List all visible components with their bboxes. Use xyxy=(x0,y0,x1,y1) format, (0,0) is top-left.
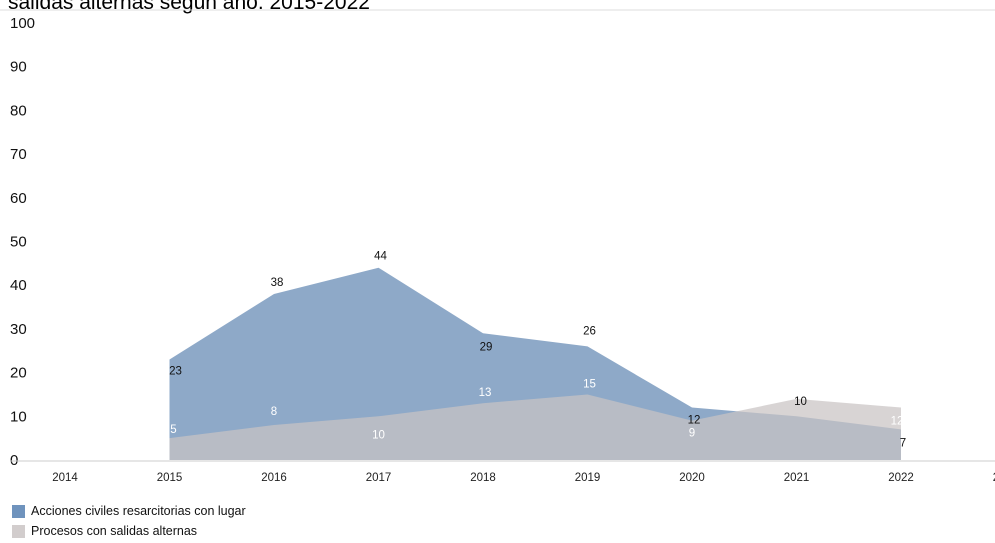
y-tick-label: 100 xyxy=(10,15,35,32)
series-area-2 xyxy=(169,394,901,460)
legend-swatch-grey xyxy=(12,524,25,538)
legend-item-acciones: Acciones civiles resarcitorias con lugar xyxy=(12,504,246,518)
chart-areas xyxy=(169,267,901,460)
series-area-1 xyxy=(169,267,901,460)
data-label-s1: 44 xyxy=(374,251,387,263)
data-label-s2: 5 xyxy=(170,424,176,436)
legend-item-procesos: Procesos con salidas alternas xyxy=(12,524,197,538)
legend-label-acciones: Acciones civiles resarcitorias con lugar xyxy=(31,504,246,518)
data-label-s2: 15 xyxy=(583,378,596,390)
y-tick-label: 70 xyxy=(10,146,27,163)
data-label-s1: 7 xyxy=(900,437,906,449)
y-tick-label: 10 xyxy=(10,408,27,425)
x-tick-label: 2023 xyxy=(993,472,995,484)
x-tick-label: 2015 xyxy=(157,472,183,484)
x-tick-label: 2018 xyxy=(470,472,496,484)
data-label-s2: 10 xyxy=(372,429,385,441)
x-tick-label: 2022 xyxy=(888,472,914,484)
y-tick-label: 60 xyxy=(10,190,27,207)
data-label-s1: 23 xyxy=(169,365,182,377)
data-label-s2: 12 xyxy=(891,416,904,428)
data-label-s2: 8 xyxy=(271,406,277,418)
y-tick-label: 40 xyxy=(10,277,27,294)
x-tick-label: 2019 xyxy=(575,472,601,484)
chart-data-labels: 23 38 44 29 26 12 7 5 8 10 13 15 9 10 12 xyxy=(169,251,906,450)
x-tick-label: 2021 xyxy=(784,472,810,484)
x-tick-label: 2017 xyxy=(366,472,392,484)
x-tick-label: 2020 xyxy=(679,472,705,484)
legend-swatch-blue xyxy=(12,504,25,518)
y-tick-label: 20 xyxy=(10,365,27,382)
x-tick-label: 2016 xyxy=(261,472,287,484)
y-tick-label: 30 xyxy=(10,321,27,338)
y-tick-label: 50 xyxy=(10,234,27,251)
data-label-s2: 13 xyxy=(479,387,492,399)
y-tick-label: 80 xyxy=(10,102,27,119)
legend-label-procesos: Procesos con salidas alternas xyxy=(31,524,198,538)
data-label-s1: 29 xyxy=(480,341,493,353)
x-tick-label: 2014 xyxy=(52,472,78,484)
data-label-s1: 12 xyxy=(688,415,701,427)
y-tick-label: 90 xyxy=(10,59,27,76)
data-label-s2: 10 xyxy=(794,396,807,408)
data-label-s1: 26 xyxy=(583,325,596,337)
data-label-s2: 9 xyxy=(689,428,695,440)
data-label-s1: 38 xyxy=(271,277,284,289)
